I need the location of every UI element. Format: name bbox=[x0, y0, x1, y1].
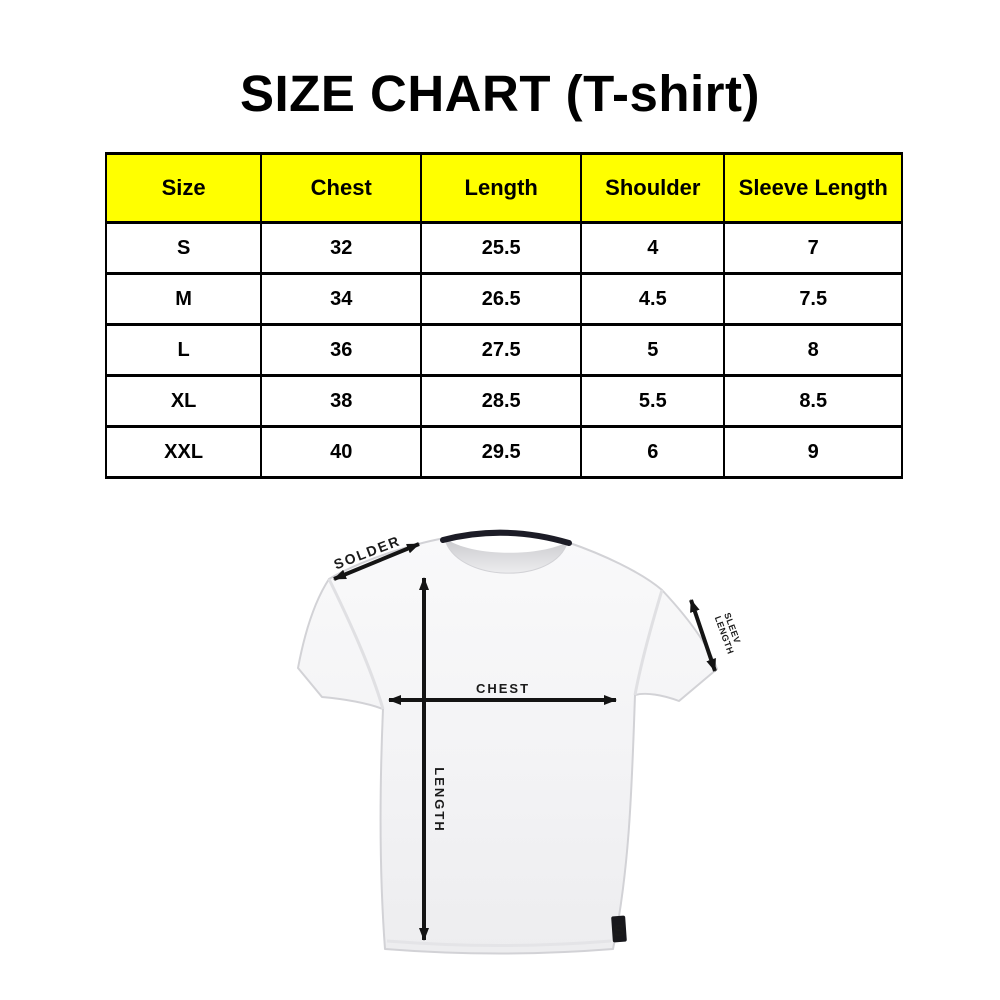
neck-opening bbox=[445, 538, 567, 573]
table-cell: 32 bbox=[260, 221, 423, 275]
table-cell: 27.5 bbox=[420, 323, 583, 377]
collar-band bbox=[440, 529, 572, 546]
table-cell: 5 bbox=[580, 323, 726, 377]
length-label: LENGTH bbox=[432, 767, 447, 832]
table-cell: 36 bbox=[260, 323, 423, 377]
table-cell: 9 bbox=[723, 425, 903, 479]
table-cell: 4 bbox=[580, 221, 726, 275]
table-cell: 25.5 bbox=[420, 221, 583, 275]
table-row: L 36 27.5 5 8 bbox=[104, 323, 903, 377]
table-row: XL 38 28.5 5.5 8.5 bbox=[104, 374, 903, 428]
tshirt-graphic bbox=[297, 537, 718, 955]
right-sleeve-seam bbox=[633, 589, 664, 696]
hem-shading bbox=[386, 939, 612, 947]
table-cell: 8 bbox=[723, 323, 903, 377]
header-cell-size: Size bbox=[104, 152, 263, 224]
tshirt-diagram: SOLDER CHEST LENGTH SLEEV LENGTH S bbox=[297, 529, 745, 955]
table-row: M 34 26.5 4.5 7.5 bbox=[104, 272, 903, 326]
table-cell: 6 bbox=[580, 425, 726, 479]
table-cell: 7 bbox=[723, 221, 903, 275]
table-cell: 5.5 bbox=[580, 374, 726, 428]
table-cell: 38 bbox=[260, 374, 423, 428]
table-cell: 29.5 bbox=[420, 425, 583, 479]
table-header-row: Size Chest Length Shoulder Sleeve Length bbox=[104, 152, 903, 224]
brand-logo: S bbox=[611, 915, 627, 943]
table-cell: XL bbox=[104, 374, 263, 428]
table-cell: 40 bbox=[260, 425, 423, 479]
header-cell-sleeve-length: Sleeve Length bbox=[723, 152, 903, 224]
header-cell-shoulder: Shoulder bbox=[580, 152, 726, 224]
table-cell: 28.5 bbox=[420, 374, 583, 428]
header-cell-chest: Chest bbox=[260, 152, 423, 224]
size-table: Size Chest Length Shoulder Sleeve Length… bbox=[104, 152, 903, 479]
chest-label: CHEST bbox=[476, 681, 530, 696]
table-row: S 32 25.5 4 7 bbox=[104, 221, 903, 275]
sleeve-length-label: SLEEV LENGTH bbox=[713, 611, 745, 655]
brand-logo-letter: S bbox=[613, 923, 625, 941]
table-cell: 8.5 bbox=[723, 374, 903, 428]
table-cell: M bbox=[104, 272, 263, 326]
table-row: XXL 40 29.5 6 9 bbox=[104, 425, 903, 479]
table-cell: L bbox=[104, 323, 263, 377]
table-cell: S bbox=[104, 221, 263, 275]
shoulder-arrow bbox=[333, 542, 420, 581]
table-cell: 34 bbox=[260, 272, 423, 326]
sleeve-length-arrow bbox=[689, 599, 717, 672]
page-title: SIZE CHART (T-shirt) bbox=[240, 65, 760, 122]
left-sleeve-seam bbox=[327, 578, 385, 710]
table-cell: XXL bbox=[104, 425, 263, 479]
table-cell: 7.5 bbox=[723, 272, 903, 326]
header-cell-length: Length bbox=[420, 152, 583, 224]
table-cell: 4.5 bbox=[580, 272, 726, 326]
table-cell: 26.5 bbox=[420, 272, 583, 326]
